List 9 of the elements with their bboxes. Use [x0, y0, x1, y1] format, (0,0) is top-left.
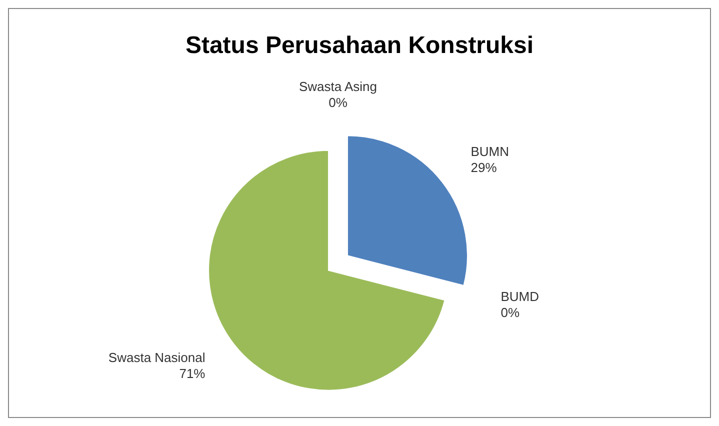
chart-title: Status Perusahaan Konstruksi — [185, 32, 534, 59]
slice-label: BUMN — [470, 144, 510, 160]
data-label: 29% — [470, 160, 498, 176]
text: 0% — [328, 95, 348, 110]
text: 0% — [500, 304, 520, 320]
data-label: 71% — [179, 366, 206, 381]
category-label: Swasta Asing — [298, 79, 378, 94]
category-label: BUMD — [500, 288, 540, 304]
slice-label: Swasta Nasional — [108, 350, 206, 365]
